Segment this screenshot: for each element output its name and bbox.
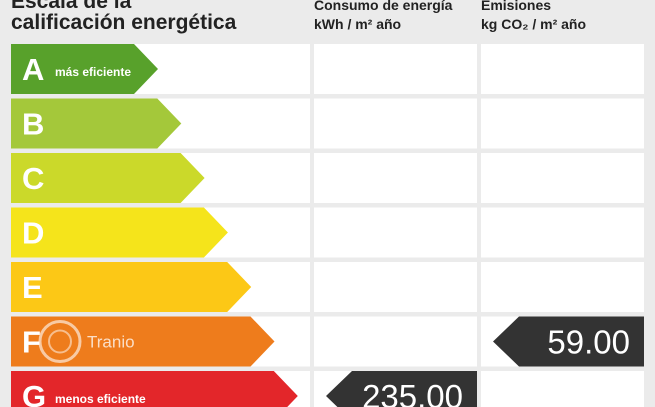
- rating-arrow: [11, 153, 205, 203]
- column-unit: kWh / m² año: [314, 16, 401, 32]
- rating-letter: B: [22, 107, 44, 142]
- value-cell: [314, 316, 477, 367]
- value-cell: [481, 98, 644, 149]
- watermark-logo: [38, 320, 82, 363]
- value-text: 235.00: [362, 378, 463, 407]
- watermark-text: Tranio: [87, 333, 135, 352]
- rating-arrow: [11, 262, 252, 312]
- column-title: Consumo de energía: [314, 0, 453, 13]
- rating-letter: E: [22, 270, 43, 305]
- rating-letter: F: [22, 325, 41, 360]
- rating-arrow: [11, 371, 298, 407]
- rating-letter: G: [22, 379, 46, 407]
- rating-arrow: [11, 44, 158, 94]
- rating-letter: C: [22, 161, 44, 196]
- title-line: calificación energética: [11, 11, 237, 34]
- value-cell: [314, 262, 477, 312]
- rating-letter: D: [22, 216, 44, 251]
- value-cell: [481, 207, 644, 258]
- value-arrow: [493, 316, 644, 367]
- rating-letter: A: [22, 52, 44, 87]
- value-cell: [314, 44, 477, 94]
- column-title: Emisiones: [481, 0, 551, 13]
- rating-arrow: [11, 207, 228, 258]
- value-arrow: [326, 371, 477, 407]
- value-text: 59.00: [547, 324, 630, 361]
- column-unit: kg CO₂ / m² año: [481, 16, 586, 32]
- value-cell: [314, 153, 477, 203]
- title-line: Escala de la: [11, 0, 132, 13]
- rating-label: más eficiente: [55, 65, 131, 79]
- watermark-logo: [48, 329, 72, 354]
- value-cell: [481, 153, 644, 203]
- value-cell: [314, 207, 477, 258]
- rating-label: menos eficiente: [55, 392, 146, 406]
- value-cell: [481, 371, 644, 407]
- value-cell: [481, 262, 644, 312]
- value-cell: [314, 98, 477, 149]
- rating-arrow: [11, 98, 182, 149]
- value-cell: [481, 44, 644, 94]
